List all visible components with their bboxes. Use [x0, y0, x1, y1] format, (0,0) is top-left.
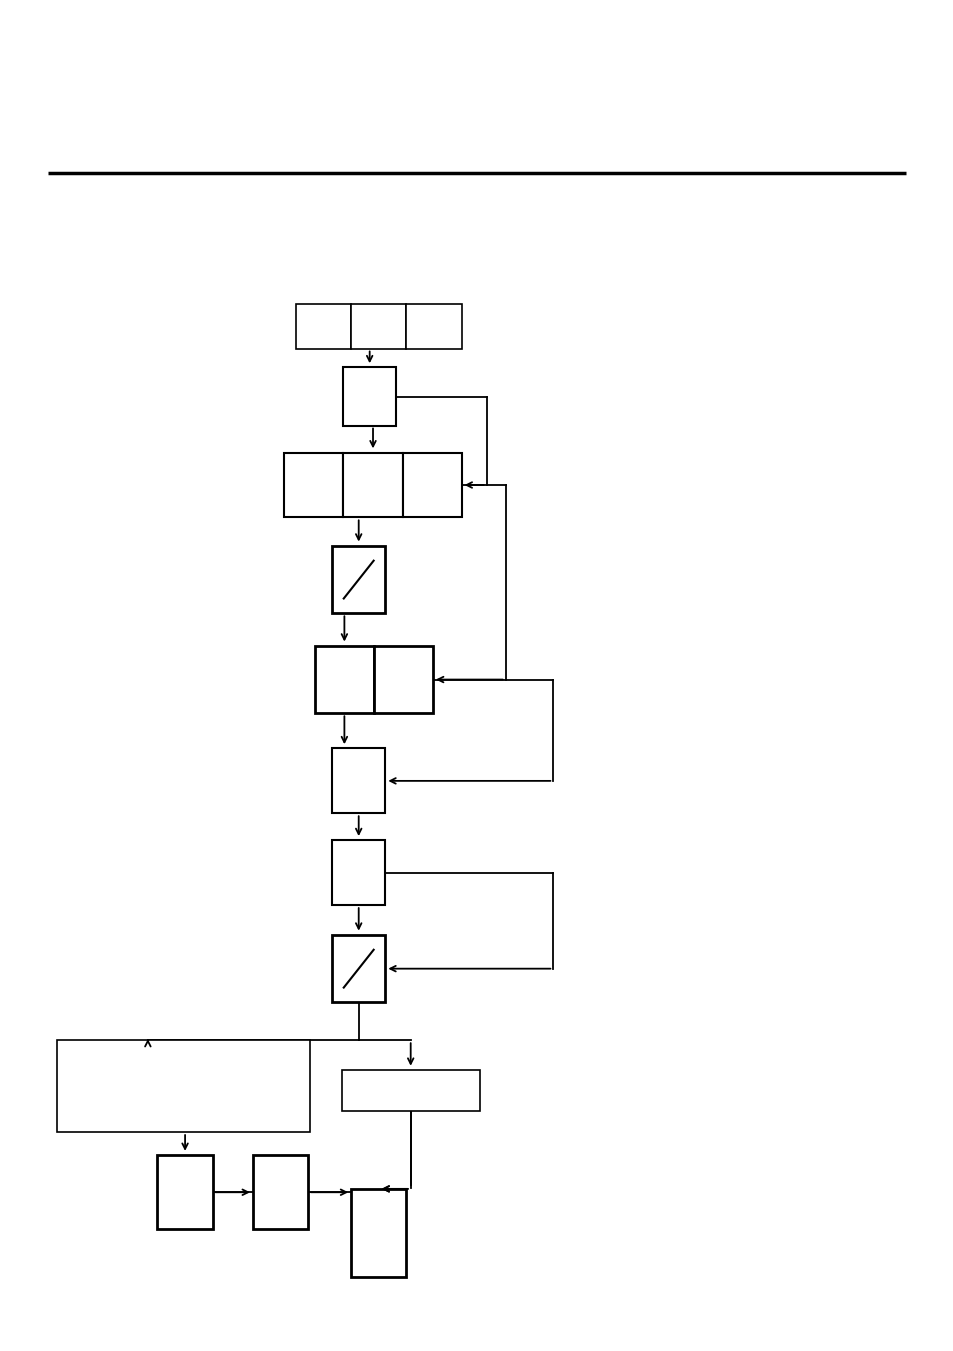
Bar	[253, 1155, 308, 1229]
Bar	[406, 304, 461, 349]
Bar	[332, 748, 385, 813]
Bar	[157, 1155, 213, 1229]
Bar	[57, 1040, 310, 1132]
Bar	[295, 304, 351, 349]
Bar	[332, 546, 385, 613]
Bar	[314, 646, 374, 713]
Bar	[374, 646, 433, 713]
Bar	[332, 840, 385, 905]
Bar	[343, 367, 395, 426]
Bar	[284, 453, 343, 517]
Bar	[351, 1189, 406, 1277]
Bar	[351, 304, 406, 349]
Bar	[402, 453, 461, 517]
Bar	[341, 1070, 479, 1111]
Bar	[343, 453, 402, 517]
Bar	[332, 935, 385, 1002]
